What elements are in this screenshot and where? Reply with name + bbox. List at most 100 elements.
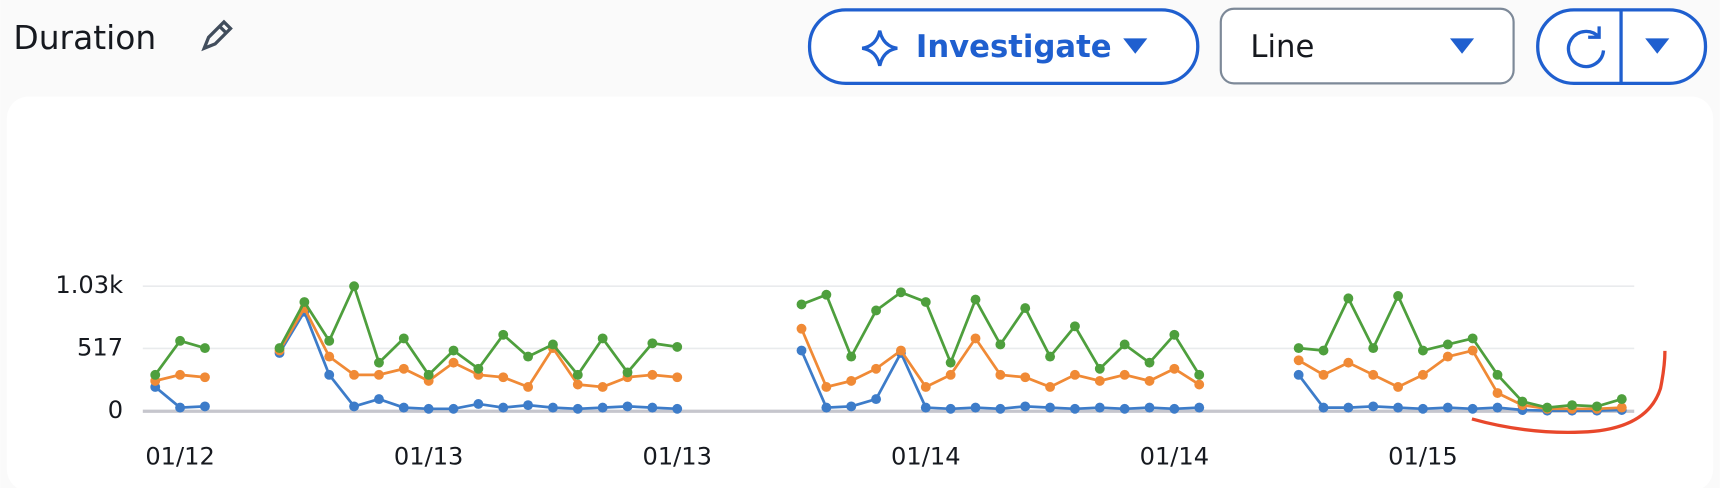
refresh-icon[interactable]	[1566, 26, 1606, 69]
data-point	[349, 401, 360, 412]
data-point	[995, 403, 1006, 414]
data-point	[1393, 290, 1404, 301]
caret[interactable]	[1645, 38, 1670, 54]
data-point	[200, 343, 210, 354]
x-tick-label: 01/12	[145, 442, 214, 470]
data-point	[1070, 321, 1080, 332]
data-point	[896, 287, 906, 298]
caret	[1449, 38, 1475, 54]
data-point	[1393, 382, 1404, 392]
data-point	[871, 305, 882, 316]
data-point	[374, 369, 384, 380]
y-tick-label: 517	[77, 333, 123, 361]
data-point	[498, 402, 509, 413]
y-tick-label: 0	[108, 396, 123, 424]
sparkle-icon	[861, 30, 898, 67]
select-frame[interactable]	[1219, 7, 1515, 85]
data-point	[1144, 402, 1155, 413]
data-point	[175, 402, 186, 413]
data-point	[1144, 375, 1155, 386]
edit-icon[interactable]	[201, 19, 233, 52]
data-point	[398, 333, 409, 344]
data-point	[1418, 345, 1428, 356]
data-point	[200, 401, 210, 412]
data-point	[920, 382, 931, 392]
data-point	[622, 367, 633, 378]
data-point	[1318, 402, 1329, 413]
data-point	[1070, 403, 1080, 414]
data-point	[1616, 394, 1627, 405]
investigate-button[interactable]: Investigate	[807, 8, 1200, 85]
data-point	[970, 333, 981, 344]
data-point	[1616, 402, 1627, 413]
data-point	[1318, 345, 1329, 356]
data-point	[821, 289, 832, 300]
data-point	[871, 363, 882, 374]
chart-type-select[interactable]: Line	[1219, 7, 1515, 85]
data-point	[423, 403, 434, 414]
select-label[interactable]: Line	[1250, 30, 1314, 65]
data-point	[647, 369, 658, 380]
data-point	[473, 363, 484, 374]
data-point	[871, 394, 882, 405]
y-tick-label: 1.03k	[55, 271, 123, 299]
data-point	[1517, 396, 1528, 407]
data-point	[523, 351, 534, 362]
data-point	[821, 402, 832, 413]
data-point	[647, 402, 658, 413]
button-frame[interactable]	[807, 8, 1200, 85]
data-point	[945, 403, 956, 414]
data-point	[796, 345, 807, 356]
data-point	[1094, 363, 1105, 374]
data-point	[1343, 293, 1354, 304]
refresh-button[interactable]	[1536, 8, 1708, 85]
data-point	[1194, 379, 1205, 390]
data-point	[1418, 403, 1428, 414]
caret	[1123, 38, 1148, 54]
data-point	[1169, 403, 1180, 414]
data-point	[1467, 403, 1478, 414]
data-point	[1293, 355, 1304, 366]
data-point	[597, 402, 608, 413]
data-point	[1045, 351, 1056, 362]
data-point	[672, 403, 683, 414]
data-point	[175, 335, 186, 346]
data-point	[1467, 333, 1478, 344]
data-point	[1070, 369, 1080, 380]
data-point	[473, 399, 484, 409]
button-label[interactable]: Investigate	[916, 30, 1112, 65]
data-point	[150, 369, 161, 380]
data-point	[1020, 401, 1031, 412]
data-point	[324, 369, 335, 380]
data-point	[1169, 329, 1180, 340]
data-point	[1045, 382, 1056, 392]
data-point	[970, 402, 981, 413]
data-point	[647, 338, 658, 349]
data-point	[398, 402, 409, 413]
data-point	[1368, 343, 1379, 354]
x-tick-label: 01/14	[1140, 442, 1209, 470]
data-point	[374, 357, 384, 368]
data-point	[1318, 369, 1329, 380]
data-point	[1418, 369, 1428, 380]
data-point	[1343, 357, 1354, 368]
data-point	[846, 375, 857, 386]
data-point	[1393, 402, 1404, 413]
data-point	[970, 294, 981, 305]
x-tick-label: 01/13	[394, 442, 463, 470]
data-point	[572, 369, 583, 380]
x-tick-label: 01/14	[891, 442, 960, 470]
data-point	[796, 323, 807, 334]
data-point	[572, 403, 583, 414]
data-point	[945, 369, 956, 380]
data-point	[597, 382, 608, 392]
data-point	[1020, 303, 1031, 314]
data-point	[349, 369, 360, 380]
data-point	[374, 394, 384, 405]
data-point	[1293, 369, 1304, 380]
data-point	[796, 299, 807, 310]
data-point	[995, 339, 1006, 350]
x-tick-label: 01/13	[642, 442, 711, 470]
data-point	[672, 341, 683, 352]
